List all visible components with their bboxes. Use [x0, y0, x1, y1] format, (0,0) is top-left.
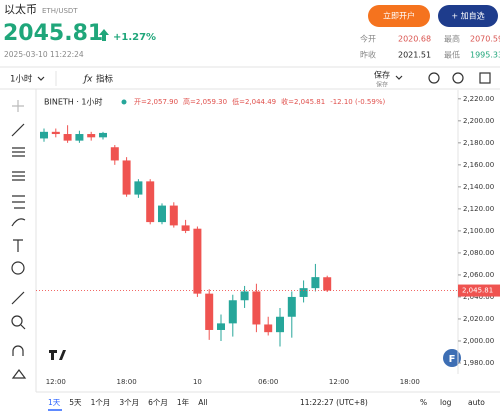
candle-body [252, 291, 261, 325]
log-toggle[interactable]: log [440, 398, 452, 407]
dropdown-icon [395, 75, 403, 80]
drawing-tools [11, 100, 27, 379]
candle-body [287, 296, 296, 317]
price: 2045.81 [3, 21, 103, 46]
y-tick-label: 2,080.00 [463, 249, 494, 257]
settings-icon[interactable] [452, 72, 464, 84]
range-button: 3个月 [119, 398, 139, 407]
candle-body [99, 132, 107, 138]
stat-value: 2021.51 [398, 51, 431, 60]
legend-value: 开=2,057.90 [134, 98, 178, 106]
y-tick-label: 2,120.00 [463, 205, 494, 213]
candle-body [323, 277, 332, 291]
y-tick-label: 1,980.00 [463, 359, 494, 367]
asset-name: 以太币 [4, 3, 37, 16]
candle-body [311, 277, 320, 289]
stat-label: 今开 [360, 34, 376, 44]
datetime: 2025-03-10 11:22:24 [4, 50, 84, 59]
range-button: All [198, 398, 207, 407]
change: +1.27% [113, 32, 156, 43]
stat-value: 2020.68 [398, 35, 431, 44]
range-button: 5天 [69, 398, 82, 407]
stat-label: 最高 [444, 34, 460, 44]
price-tag [458, 284, 500, 297]
candle-body [276, 316, 284, 333]
fx-icon: ƒx [82, 75, 93, 85]
asset-symbol: ETH/USDT [42, 7, 78, 15]
y-tick-label: 2,060.00 [463, 271, 494, 279]
status-dot [121, 99, 127, 105]
tradingview-logo [49, 350, 66, 360]
candle-body [228, 300, 237, 324]
candle-body [158, 205, 166, 223]
search-icon[interactable] [428, 72, 440, 84]
y-tick-label: 2,140.00 [463, 183, 494, 191]
x-tick-label: 10 [193, 378, 202, 386]
candle-body [240, 291, 249, 301]
open-account-label: 立即开户 [383, 11, 415, 21]
y-tick-label: 2,180.00 [463, 139, 494, 147]
dropdown-icon [37, 76, 45, 81]
legend-symbol: BINETH · 1小时 [44, 97, 103, 107]
candle-body [181, 225, 190, 231]
candle-body [169, 205, 178, 226]
stat-value: 1995.33 [470, 51, 500, 60]
stat-label: 最低 [444, 50, 460, 60]
candle-body [193, 228, 202, 294]
f-logo [443, 349, 461, 367]
x-tick-label: 12:00 [329, 378, 349, 386]
x-tick-label: 06:00 [258, 378, 278, 386]
save-sublabel: 保存 [376, 81, 388, 89]
x-tick-label: 12:00 [46, 378, 66, 386]
candle-body [87, 134, 96, 138]
stat-value: 2070.59 [470, 35, 500, 44]
candle-body [63, 134, 72, 141]
candle-body [264, 324, 273, 333]
candle-body [134, 181, 143, 195]
y-tick-label: 2,000.00 [463, 337, 494, 345]
candle-body [299, 288, 308, 297]
percent-toggle[interactable]: % [420, 398, 427, 407]
x-tick-label: 18:00 [117, 378, 137, 386]
y-tick-label: 2,160.00 [463, 161, 494, 169]
candle-body [217, 323, 225, 330]
y-tick-label: 2,040.00 [463, 293, 494, 301]
range-button: 1天 [48, 398, 61, 407]
candle-body [146, 181, 155, 223]
range-button: 6个月 [148, 398, 168, 407]
watchlist-button[interactable] [438, 5, 498, 27]
up-arrow [99, 29, 109, 41]
candle-body [110, 147, 119, 161]
candle-body [75, 134, 84, 141]
y-tick-label: 2,020.00 [463, 315, 494, 323]
legend-value: -12.10 (-0.59%) [330, 98, 385, 106]
range-button: 1个月 [91, 398, 111, 407]
indicators-button[interactable]: 指标 [96, 74, 114, 85]
stat-label: 昨收 [360, 50, 376, 60]
watchlist-label: + 加自选 [451, 11, 484, 21]
interval-button[interactable]: 1小时 [10, 74, 33, 85]
range-button: 1年 [177, 397, 190, 407]
open-account-button[interactable] [368, 5, 430, 27]
fullscreen-icon[interactable] [479, 72, 491, 84]
y-tick-label: 2,200.00 [463, 117, 494, 125]
price-tag-label: 2,045.81 [462, 287, 493, 295]
auto-toggle[interactable]: auto [468, 398, 485, 407]
candle-body [51, 131, 60, 135]
legend-value: 高=2,059.30 [183, 97, 227, 106]
legend-value: 收=2,045.81 [281, 97, 325, 106]
candle-body [122, 160, 131, 195]
y-tick-label: 2,220.00 [463, 95, 494, 103]
candle-body [205, 293, 214, 330]
candle-body [40, 131, 48, 139]
f-logo-letter: F [449, 354, 456, 365]
legend-value: 低=2,044.49 [232, 97, 276, 106]
timezone: 11:22:27 (UTC+8) [300, 398, 368, 407]
x-tick-label: 18:00 [400, 378, 420, 386]
y-tick-label: 2,100.00 [463, 227, 494, 235]
save-button[interactable]: 保存 [374, 70, 390, 80]
